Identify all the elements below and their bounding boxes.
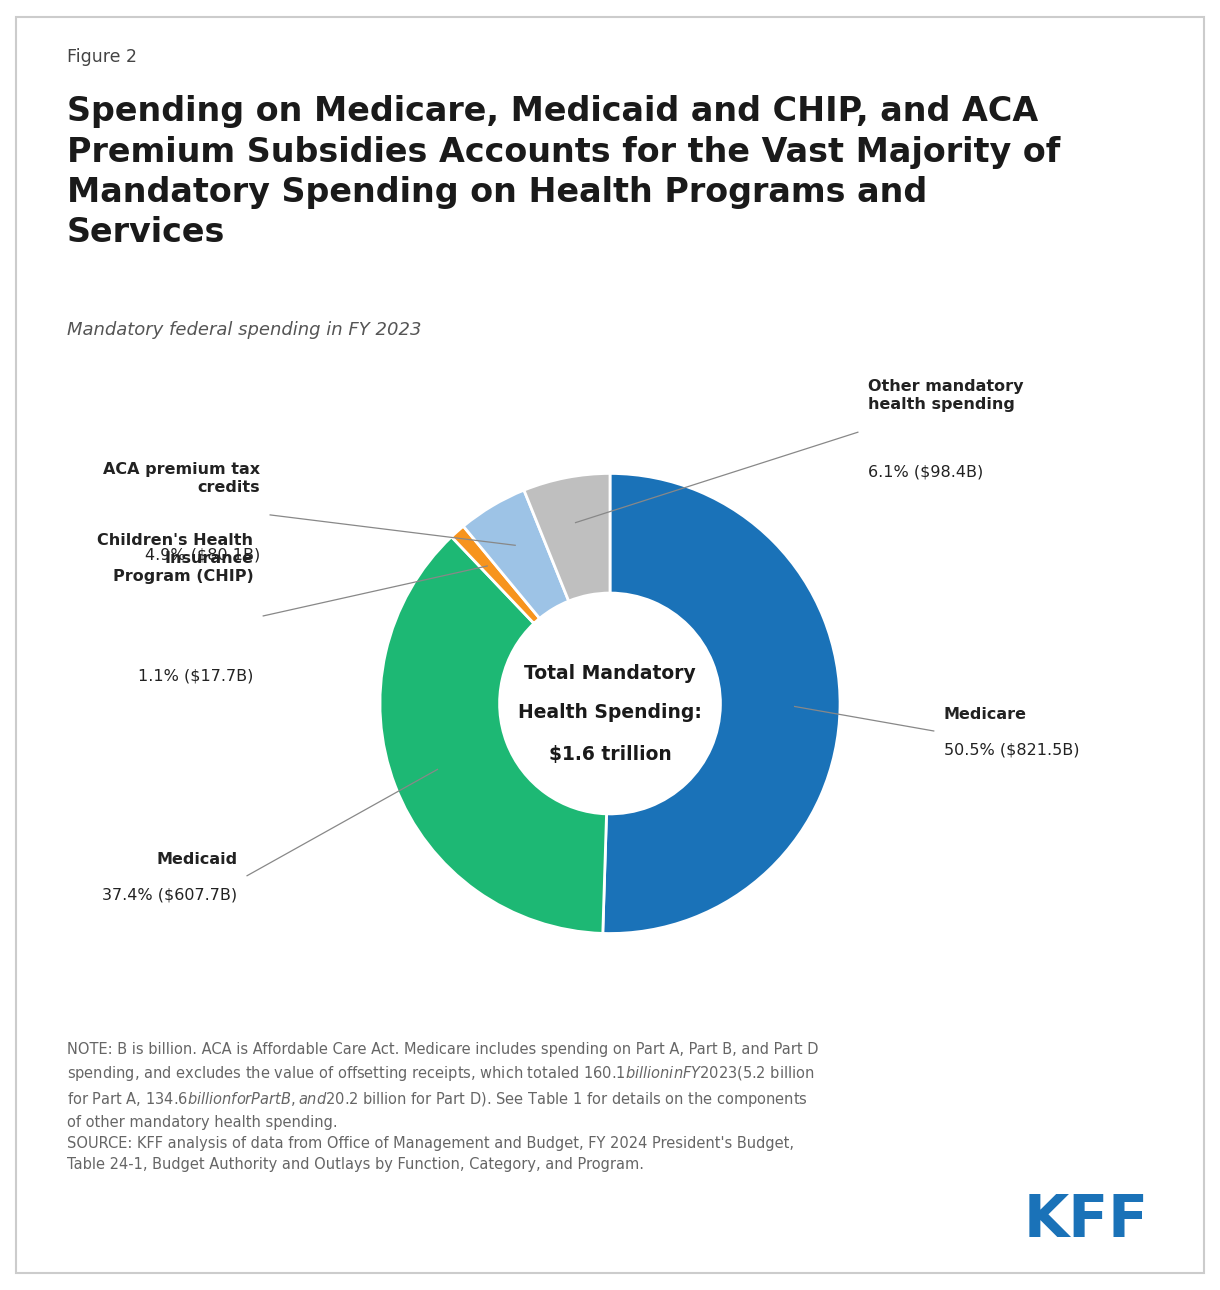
- Text: NOTE: B is billion. ACA is Affordable Care Act. Medicare includes spending on Pa: NOTE: B is billion. ACA is Affordable Ca…: [67, 1042, 819, 1173]
- Text: Medicare: Medicare: [943, 707, 1026, 722]
- Wedge shape: [603, 473, 841, 934]
- Text: Medicaid: Medicaid: [156, 853, 238, 867]
- Text: Figure 2: Figure 2: [67, 48, 137, 66]
- Text: KFF: KFF: [1024, 1192, 1148, 1249]
- Text: Health Spending:: Health Spending:: [518, 703, 702, 722]
- Text: 50.5% ($821.5B): 50.5% ($821.5B): [943, 743, 1078, 757]
- Text: Other mandatory
health spending: Other mandatory health spending: [867, 379, 1024, 412]
- Wedge shape: [523, 473, 610, 601]
- Text: $1.6 trillion: $1.6 trillion: [549, 744, 671, 764]
- Text: Spending on Medicare, Medicaid and CHIP, and ACA
Premium Subsidies Accounts for : Spending on Medicare, Medicaid and CHIP,…: [67, 95, 1060, 249]
- Text: 1.1% ($17.7B): 1.1% ($17.7B): [138, 670, 254, 684]
- Text: ACA premium tax
credits: ACA premium tax credits: [104, 462, 260, 494]
- Wedge shape: [451, 526, 539, 623]
- Wedge shape: [464, 490, 569, 618]
- Text: Total Mandatory: Total Mandatory: [525, 664, 695, 684]
- Text: 37.4% ($607.7B): 37.4% ($607.7B): [102, 888, 238, 903]
- Wedge shape: [379, 537, 606, 934]
- Text: Mandatory federal spending in FY 2023: Mandatory federal spending in FY 2023: [67, 321, 422, 339]
- Text: 6.1% ($98.4B): 6.1% ($98.4B): [867, 464, 983, 479]
- Text: Children's Health
Insurance
Program (CHIP): Children's Health Insurance Program (CHI…: [98, 533, 254, 584]
- Text: 4.9% ($80.1B): 4.9% ($80.1B): [145, 547, 260, 562]
